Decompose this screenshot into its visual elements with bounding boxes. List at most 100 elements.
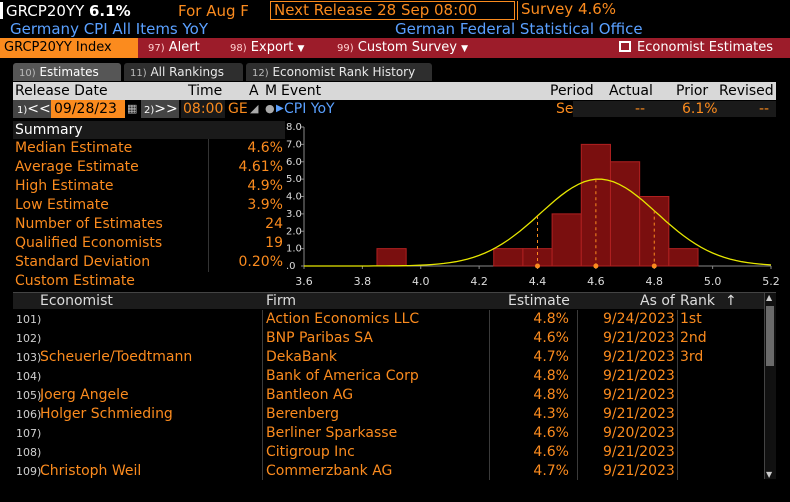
summary-row: Average Estimate 4.61%: [13, 158, 285, 177]
values-strip: [573, 101, 776, 117]
y-tick-label: 6.0: [286, 157, 302, 168]
x-tick-label: 5.0: [704, 275, 722, 288]
event-name[interactable]: CPI YoY: [284, 101, 335, 117]
column-divider: [489, 310, 490, 480]
alert-speaker-icon[interactable]: ◢: [250, 102, 259, 115]
summary-row: Number of Estimates 24: [13, 215, 285, 234]
summary-value: 19: [265, 235, 283, 251]
actual-header: Actual: [609, 83, 653, 99]
scroll-down-icon[interactable]: ▼: [766, 470, 773, 479]
economist-cell: Holger Schmieding: [40, 406, 173, 422]
table-header: Economist Firm Estimate As of Rank ↑: [13, 292, 776, 309]
sort-arrow-icon[interactable]: ↑: [725, 293, 737, 309]
ticker-value: 6.1%: [89, 2, 131, 20]
survey-value: Survey 4.6%: [517, 1, 617, 20]
estimate-marker-dot: [651, 263, 657, 269]
row-number: 109): [16, 465, 42, 478]
economist-estimates-label: Economist Estimates: [637, 40, 773, 55]
table-row[interactable]: 106) Holger Schmieding Berenberg 4.3% 9/21/2…: [13, 405, 763, 424]
tab-all-rankings[interactable]: 11) All Rankings: [124, 63, 243, 81]
index-button[interactable]: GRCP20YY Index: [0, 38, 138, 58]
firm-cell: DekaBank: [266, 349, 337, 365]
estimate-cell: 4.6%: [533, 330, 569, 346]
row-number: 107): [16, 427, 42, 440]
custom-survey-button[interactable]: 99) Custom Survey ▼: [337, 38, 468, 58]
as-of-cell: 9/21/2023: [603, 368, 675, 384]
table-row[interactable]: 102) BNP Paribas SA 4.6% 9/21/2023 2nd: [13, 329, 763, 348]
firm-header[interactable]: Firm: [266, 293, 297, 309]
column-divider: [262, 310, 263, 480]
alert-button[interactable]: 97) Alert: [148, 38, 200, 58]
summary-label: Number of Estimates: [15, 216, 163, 232]
summary-label: Average Estimate: [15, 159, 139, 175]
summary-value: 0.20%: [238, 254, 283, 270]
as-of-header[interactable]: As of: [640, 293, 675, 309]
x-tick-label: 3.6: [295, 275, 313, 288]
table-row[interactable]: 103) Scheuerle/Toedtmann DekaBank 4.7% 9/21/…: [13, 348, 763, 367]
next-num: 2): [144, 105, 155, 116]
y-tick-label: 8.0: [286, 122, 302, 133]
estimate-marker-dot: [593, 263, 599, 269]
y-tick-label: 5.0: [286, 174, 302, 185]
rank-header[interactable]: Rank: [680, 293, 715, 309]
y-tick-label: 2.0: [286, 226, 302, 237]
table-row[interactable]: 109) Christoph Weil Commerzbank AG 4.7% 9/21…: [13, 462, 763, 481]
estimate-cell: 4.3%: [533, 406, 569, 422]
as-of-cell: 9/21/2023: [603, 463, 675, 479]
calendar-icon[interactable]: ▦: [127, 102, 138, 115]
export-label: Export: [250, 40, 294, 55]
firm-cell: Berliner Sparkasse: [266, 425, 398, 441]
row-number: 106): [16, 408, 42, 421]
as-of-cell: 9/21/2023: [603, 406, 675, 422]
m-header: M: [265, 83, 278, 99]
tab-estimates[interactable]: 10) Estimates: [13, 63, 121, 81]
firm-cell: Berenberg: [266, 406, 340, 422]
economist-header[interactable]: Economist: [40, 293, 113, 309]
summary-label: Median Estimate: [15, 140, 133, 156]
estimate-marker-dot: [535, 263, 540, 269]
ticker-marker: [0, 2, 3, 19]
summary-row: Standard Deviation 0.20%: [13, 253, 285, 272]
scroll-up-icon[interactable]: ▲: [766, 293, 773, 302]
tab-economist-rank-history[interactable]: 12) Economist Rank History: [246, 63, 432, 81]
prev-release-button[interactable]: 1)<<: [13, 100, 51, 118]
as-of-cell: 9/21/2023: [603, 349, 675, 365]
summary-row: Median Estimate 4.6%: [13, 139, 285, 158]
table-row[interactable]: 104) Bank of America Corp 4.8% 9/21/2023: [13, 367, 763, 386]
prior-header: Prior: [676, 83, 709, 99]
as-of-cell: 9/20/2023: [603, 425, 675, 441]
summary-row: High Estimate 4.9%: [13, 177, 285, 196]
table-row[interactable]: 105) Joerg Angele Bantleon AG 4.8% 9/21/2023: [13, 386, 763, 405]
estimate-header[interactable]: Estimate: [508, 293, 570, 309]
table-row[interactable]: 101) Action Economics LLC 4.8% 9/24/2023 1st: [13, 310, 763, 329]
summary-label: High Estimate: [15, 178, 114, 194]
tab-label: All Rankings: [150, 65, 224, 79]
table-row[interactable]: 108) Citigroup Inc 4.6% 9/21/2023: [13, 443, 763, 462]
economist-estimates-button[interactable]: Economist Estimates: [619, 38, 773, 58]
tab-num: 10): [19, 68, 36, 79]
next-release-field[interactable]: Next Release 28 Sep 08:00: [270, 1, 515, 20]
export-button[interactable]: 98) Export ▼: [230, 38, 304, 58]
row-number: 104): [16, 370, 42, 383]
firm-cell: Action Economics LLC: [266, 311, 420, 327]
firm-cell: Citigroup Inc: [266, 444, 355, 460]
x-tick-label: 4.4: [529, 275, 547, 288]
table-row[interactable]: 107) Berliner Sparkasse 4.6% 9/20/2023: [13, 424, 763, 443]
event-row[interactable]: 1)<< 09/28/23 ▦ 2)>> 08:00 GE ◢ ● ▶ CPI …: [13, 100, 776, 118]
summary-label: Standard Deviation: [15, 254, 151, 270]
actual-value: --: [635, 101, 646, 117]
estimate-cell: 4.7%: [533, 349, 569, 365]
tab-num: 12): [252, 68, 269, 79]
next-release-button[interactable]: 2)>>: [141, 100, 179, 118]
normal-curve: [304, 178, 772, 267]
y-tick-label: 7.0: [286, 139, 302, 150]
as-of-cell: 9/21/2023: [603, 444, 675, 460]
export-num: 98): [230, 43, 247, 54]
x-tick-label: 4.6: [587, 275, 605, 288]
ticker-symbol: GRCP20YY: [6, 2, 85, 20]
scrollbar-thumb[interactable]: [766, 306, 774, 366]
release-date-field[interactable]: 09/28/23: [51, 100, 125, 118]
summary-label: Custom Estimate: [15, 273, 135, 289]
histogram-bar: [609, 161, 641, 267]
summary-value: 4.9%: [247, 178, 283, 194]
